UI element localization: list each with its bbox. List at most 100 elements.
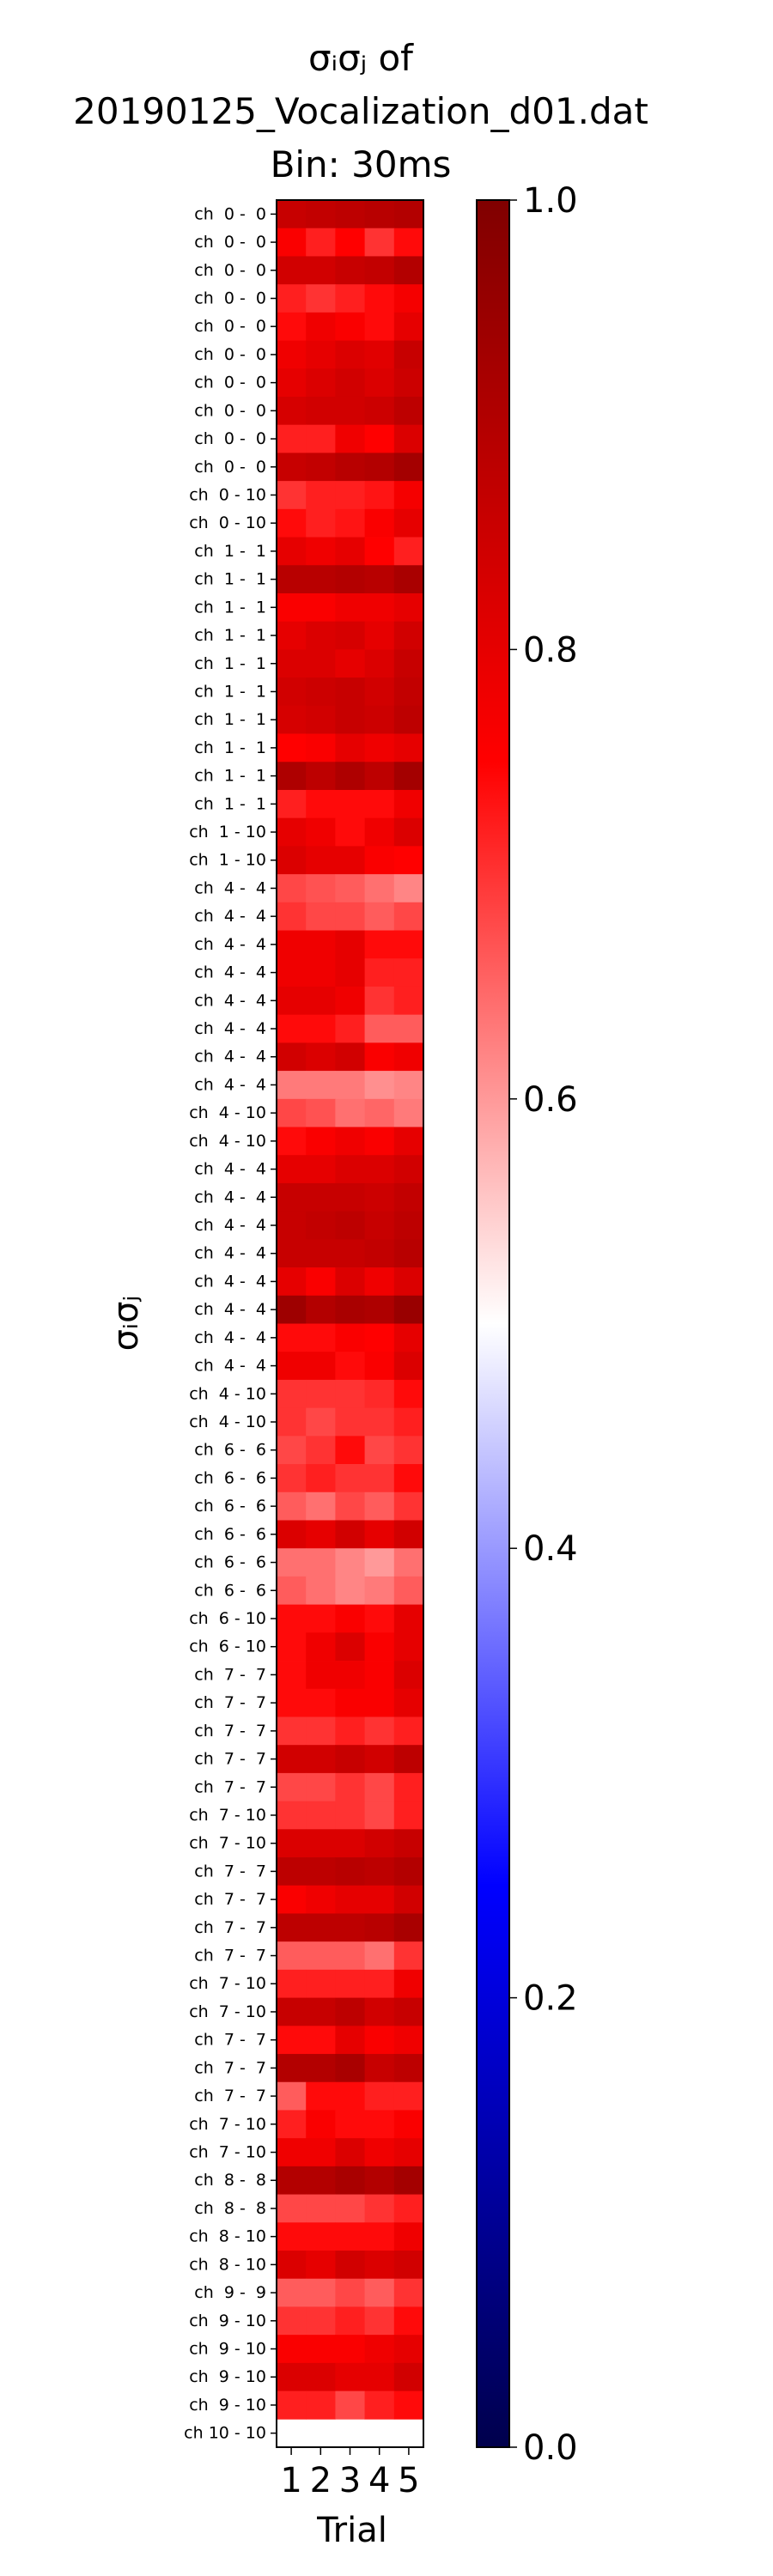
heatmap-cell [364, 1941, 395, 1971]
heatmap-cell [393, 1801, 424, 1830]
heatmap-cell [393, 312, 424, 341]
y-axis-ticks: ch 0 - 0 ch 0 - 0 ch 0 - 0 ch 0 - 0 ch 0 - 0… [184, 204, 277, 2443]
heatmap-cell [393, 1042, 424, 1072]
heatmap-cell [393, 1885, 424, 1914]
y-tick-label: ch 0 - 10 [189, 513, 266, 532]
heatmap-cell [364, 1969, 395, 1998]
heatmap-cell [306, 228, 336, 257]
heatmap-cell [306, 2026, 336, 2055]
heatmap-cell [364, 1576, 395, 1606]
y-tick-label: ch 4 - 10 [189, 1384, 266, 1403]
heatmap-cell [393, 1407, 424, 1437]
y-tick-label: ch 0 - 0 [194, 233, 266, 252]
heatmap-cell [364, 874, 395, 903]
heatmap-cell [306, 284, 336, 313]
heatmap-cell [335, 284, 365, 313]
x-axis-label: Trial [316, 2511, 387, 2550]
heatmap-cell [364, 592, 395, 623]
heatmap-cell [306, 508, 336, 538]
heatmap-cell [393, 1182, 424, 1212]
colorbar-tick-label: 0.0 [523, 2428, 578, 2468]
heatmap-cell [393, 677, 424, 707]
heatmap-cell [335, 2251, 365, 2280]
y-tick-label: ch 7 - 7 [194, 1722, 266, 1741]
heatmap-cell [364, 368, 395, 398]
heatmap-cell [277, 621, 307, 650]
heatmap-cell [335, 1492, 365, 1521]
heatmap-cell [393, 1323, 424, 1352]
heatmap-cell [393, 986, 424, 1016]
heatmap-cell [306, 2251, 336, 2280]
x-tick-label: 3 [339, 2461, 361, 2500]
heatmap-cell [335, 508, 365, 538]
heatmap-cell [364, 2194, 395, 2223]
heatmap-cell [277, 508, 307, 538]
heatmap-cell [364, 2251, 395, 2280]
heatmap-cell [277, 2054, 307, 2083]
heatmap-cell [364, 846, 395, 875]
y-tick-label: ch 7 - 7 [194, 1862, 266, 1880]
heatmap-cell [393, 1239, 424, 1268]
heatmap-cell [335, 1014, 365, 1043]
heatmap-cell [306, 1464, 336, 1493]
heatmap-cell [277, 1829, 307, 1858]
heatmap-cell [393, 1969, 424, 1998]
heatmap-cell [335, 1323, 365, 1352]
colorbar-tick-label: 1.0 [523, 181, 578, 221]
heatmap-cell [306, 1997, 336, 2026]
heatmap-cell [393, 621, 424, 650]
y-tick-label: ch 8 - 8 [194, 2171, 266, 2190]
heatmap-cell [306, 1745, 336, 1774]
heatmap-cell [364, 1239, 395, 1268]
x-tick-label: 5 [398, 2461, 419, 2500]
heatmap-cell [393, 1997, 424, 2026]
heatmap-cell [364, 2335, 395, 2364]
heatmap-cell [277, 312, 307, 341]
heatmap-cell [364, 649, 395, 678]
heatmap-cell [393, 1913, 424, 1942]
heatmap-cell [393, 2362, 424, 2391]
heatmap-cell [393, 958, 424, 987]
heatmap-cell [335, 228, 365, 257]
heatmap-cell [393, 1576, 424, 1606]
heatmap-cell [306, 1407, 336, 1437]
heatmap-cell [393, 1632, 424, 1662]
heatmap-cell [393, 902, 424, 931]
heatmap-cell [364, 2138, 395, 2167]
heatmap-cell [335, 1716, 365, 1746]
heatmap-cell [277, 1632, 307, 1662]
heatmap-cell [364, 902, 395, 931]
heatmap-cell [393, 846, 424, 875]
heatmap-cell [393, 1941, 424, 1971]
heatmap-cell [393, 508, 424, 538]
heatmap-cell [306, 1239, 336, 1268]
heatmap-cell [335, 481, 365, 510]
heatmap-cell [277, 256, 307, 285]
heatmap-cell [335, 846, 365, 875]
heatmap-cell [393, 733, 424, 762]
heatmap-cell [364, 1379, 395, 1409]
heatmap-cell [393, 930, 424, 959]
heatmap-cell [277, 930, 307, 959]
heatmap-cell [393, 1857, 424, 1886]
heatmap-cell [364, 2306, 395, 2336]
heatmap-cell [277, 200, 307, 229]
heatmap-cell [277, 1239, 307, 1268]
heatmap-cell [277, 2251, 307, 2280]
heatmap-cell [364, 1829, 395, 1858]
heatmap-cell [364, 453, 395, 482]
heatmap-cell [306, 2081, 336, 2111]
y-tick-label: ch 7 - 10 [189, 1806, 266, 1825]
heatmap-cell [306, 762, 336, 791]
heatmap-cell [335, 396, 365, 426]
heatmap-cell [277, 1716, 307, 1746]
heatmap-cell [335, 986, 365, 1016]
y-tick-label: ch 7 - 7 [194, 1750, 266, 1769]
heatmap-cell [306, 1014, 336, 1043]
y-tick-label: ch 4 - 4 [194, 1188, 266, 1206]
y-tick-label: ch 6 - 6 [194, 1441, 266, 1460]
y-tick-label: ch 4 - 4 [194, 1272, 266, 1291]
heatmap-cell [335, 200, 365, 229]
heatmap-cell [277, 1464, 307, 1493]
heatmap-cell [306, 2194, 336, 2223]
